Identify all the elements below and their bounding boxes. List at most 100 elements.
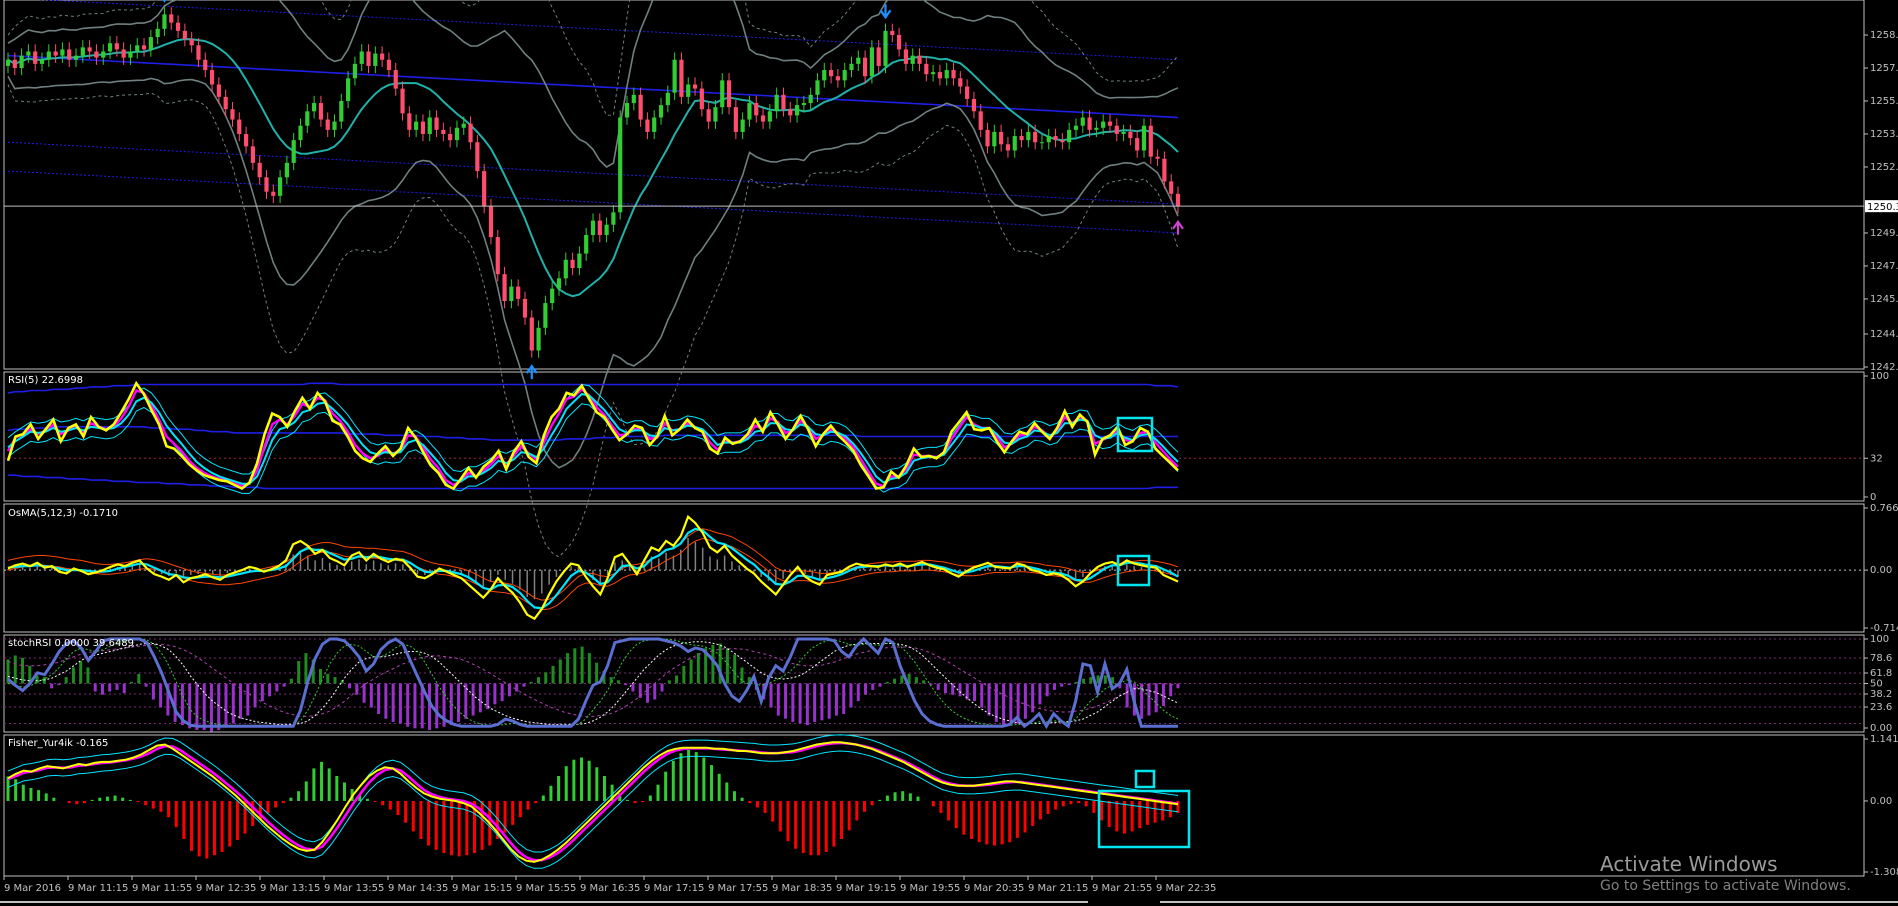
bollinger-lower [7, 75, 1179, 469]
candle-body-68 [468, 123, 473, 143]
time-axis-label-12: 9 Mar 18:35 [772, 883, 832, 894]
candle-body-8 [60, 49, 65, 56]
candle-body-53 [366, 51, 371, 66]
candle-body-42 [291, 140, 296, 163]
candle-body-113 [774, 94, 779, 112]
candle-body-158 [1080, 117, 1085, 126]
current-price-box [1865, 200, 1898, 213]
candle-body-151 [1033, 131, 1038, 143]
buy-arrow-2 [1172, 219, 1184, 235]
candle-body-69 [475, 142, 480, 172]
candle-body-104 [713, 107, 718, 122]
fisher-scale-label-0: 1.141 [1870, 734, 1898, 745]
candle-body-164 [1121, 131, 1126, 134]
candle-body-85 [584, 235, 589, 254]
candle-body-101 [692, 84, 698, 89]
candle-body-102 [699, 88, 704, 110]
candle-body-59 [407, 113, 412, 130]
candle-body-51 [352, 63, 358, 79]
candle-body-56 [386, 59, 392, 71]
candle-body-99 [679, 59, 684, 97]
candle-body-75 [516, 286, 521, 299]
candle-body-162 [1107, 121, 1113, 126]
candle-body-128 [876, 47, 881, 66]
candle-body-86 [590, 220, 596, 236]
candle-body-131 [897, 34, 902, 50]
candle-body-3 [26, 51, 31, 56]
candle-body-121 [828, 70, 834, 77]
candle-body-78 [536, 327, 541, 351]
rsi-band-upper [7, 382, 1179, 394]
candle-body-91 [624, 103, 630, 118]
candle-body-88 [604, 224, 609, 236]
fisher-main-line [7, 741, 1179, 863]
osma-scale-label-2: -0.7146 [1870, 623, 1898, 634]
candle-body-10 [73, 55, 79, 60]
time-axis-label-11: 9 Mar 17:55 [708, 883, 768, 894]
candle-body-147 [1005, 144, 1011, 151]
candle-body-133 [910, 55, 915, 64]
candle-body-1 [12, 59, 17, 68]
candle-body-165 [1128, 131, 1133, 139]
candle-body-25 [175, 22, 181, 31]
candle-body-95 [652, 117, 657, 132]
candle-body-124 [849, 63, 854, 71]
price-scale-label-8: 1244.1 [1870, 329, 1898, 340]
candle-body-144 [985, 129, 990, 147]
price-scale-label-3: 1253.8 [1870, 129, 1898, 140]
price-moving-average [7, 38, 1179, 298]
candle-body-112 [767, 111, 772, 122]
candle-body-167 [1141, 125, 1147, 151]
candle-body-15 [107, 43, 113, 52]
candle-body-110 [754, 103, 759, 116]
stoch-scale-label-2: 61.8 [1870, 668, 1892, 679]
rsi-scale-label-1: 32 [1870, 453, 1883, 464]
stoch-dotted-line [7, 643, 1179, 717]
candle-body-142 [971, 98, 977, 112]
candle-body-103 [706, 109, 711, 122]
candle-body-11 [80, 47, 85, 56]
time-axis-label-3: 9 Mar 12:35 [196, 883, 256, 894]
rsi-panel-frame [3, 371, 1865, 502]
candle-body-57 [393, 70, 398, 89]
candle-body-108 [740, 119, 745, 132]
candle-body-159 [1087, 117, 1092, 130]
osma-main-line [7, 514, 1179, 621]
time-axis-label-10: 9 Mar 17:15 [644, 883, 704, 894]
candle-body-127 [869, 47, 874, 77]
time-axis-label-2: 9 Mar 11:55 [132, 883, 192, 894]
fisher-envelope-upper [7, 734, 1179, 853]
candle-body-23 [162, 14, 167, 29]
candle-body-140 [958, 78, 963, 87]
candle-body-6 [46, 51, 51, 60]
candle-body-66 [454, 127, 460, 141]
candle-body-136 [931, 72, 936, 75]
candle-body-73 [502, 274, 507, 302]
candle-body-106 [726, 80, 732, 108]
candle-body-163 [1114, 125, 1119, 134]
candle-body-90 [618, 117, 623, 213]
candle-body-40 [277, 177, 283, 196]
candle-body-123 [842, 70, 847, 81]
activate-windows-subtitle: Go to Settings to activate Windows. [1600, 878, 1851, 894]
candle-body-111 [760, 115, 766, 122]
osma-highlight-box [1116, 554, 1151, 587]
candle-body-79 [543, 303, 548, 328]
candle-body-37 [257, 162, 262, 178]
candle-body-17 [121, 49, 126, 58]
candle-body-38 [264, 177, 269, 192]
candle-body-47 [325, 119, 330, 130]
rsi-envelope-upper [7, 383, 1179, 475]
candle-body-41 [284, 162, 289, 178]
candle-body-168 [1148, 125, 1153, 157]
candle-body-67 [461, 123, 466, 128]
time-axis-label-13: 9 Mar 19:15 [836, 883, 896, 894]
rsi-panel: RSI(5) 22.6998 100 32 0 [4, 371, 1889, 503]
stoch-signal-a [7, 638, 1179, 726]
candle-body-122 [835, 76, 840, 81]
candle-body-139 [951, 70, 956, 79]
candle-body-157 [1073, 125, 1079, 130]
stoch-scale-label-0: 100 [1870, 634, 1889, 645]
candle-body-155 [1060, 140, 1065, 143]
